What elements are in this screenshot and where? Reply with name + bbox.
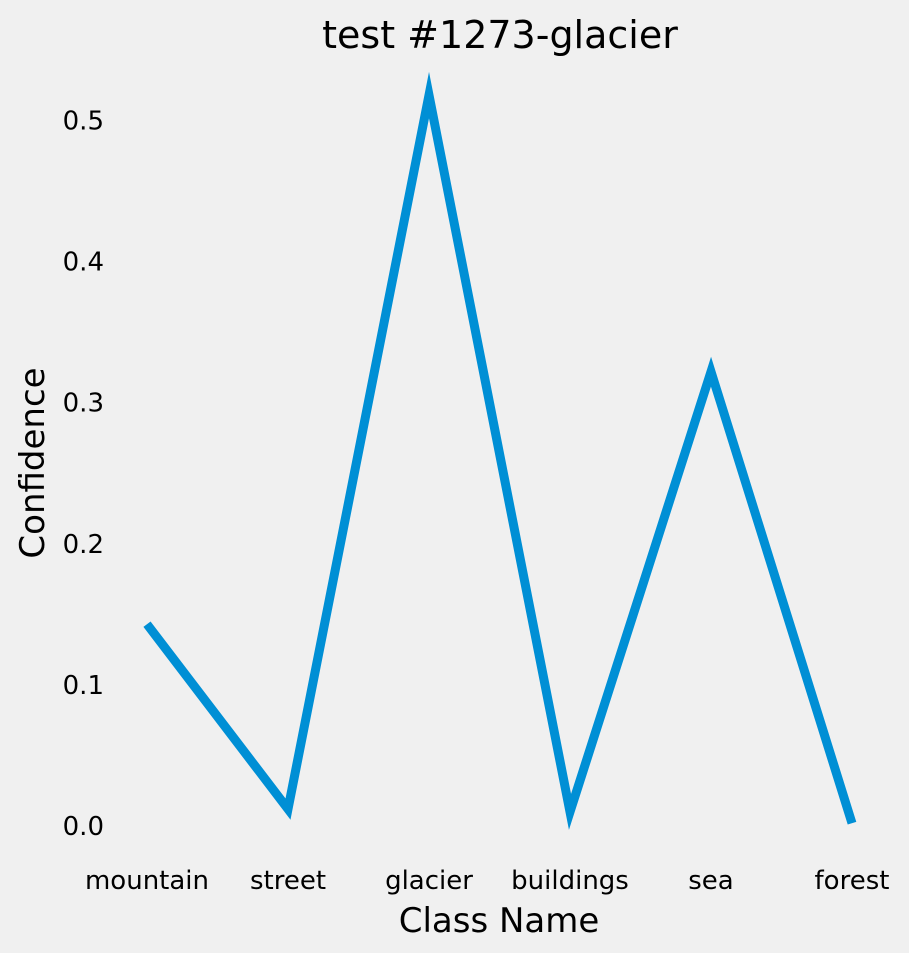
chart-title: test #1273-glacier: [322, 13, 678, 57]
y-tick-label: 0.2: [63, 530, 104, 560]
y-axis-label: Confidence: [13, 367, 53, 558]
y-tick-labels: 0.0 0.1 0.2 0.3 0.4 0.5: [63, 107, 104, 843]
x-tick-labels: mountain street glacier buildings sea forest: [85, 866, 889, 896]
x-tick-label: sea: [688, 866, 733, 896]
x-tick-label: mountain: [85, 866, 209, 896]
x-axis-label: Class Name: [399, 901, 600, 941]
series-line: [143, 71, 857, 830]
x-tick-label: glacier: [385, 866, 473, 896]
y-tick-label: 0.0: [63, 812, 104, 842]
x-tick-label: street: [250, 866, 326, 896]
x-tick-label: forest: [815, 866, 890, 896]
y-tick-label: 0.4: [63, 248, 104, 278]
y-tick-label: 0.3: [63, 389, 104, 419]
y-tick-label: 0.1: [63, 671, 104, 701]
x-tick-label: buildings: [511, 866, 629, 896]
y-tick-label: 0.5: [63, 107, 104, 137]
series-group: [143, 71, 857, 830]
